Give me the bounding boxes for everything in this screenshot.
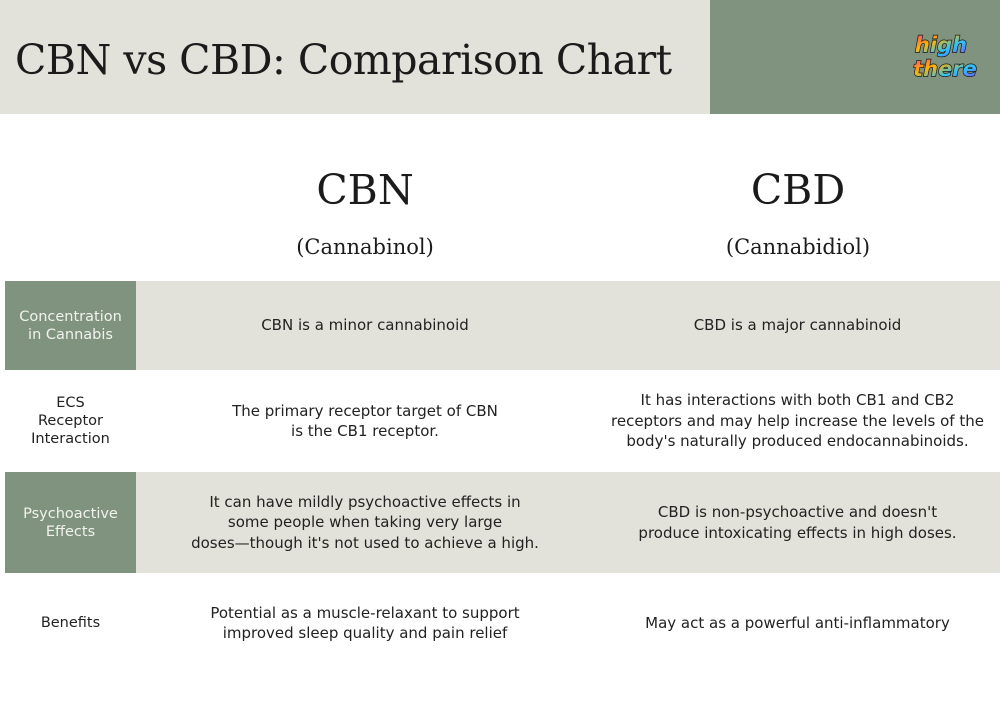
- brand-logo: high there: [912, 32, 977, 81]
- row-label: Psychoactive Effects: [5, 472, 136, 573]
- cbn-cell: It can have mildly psychoactive effects …: [191, 492, 539, 552]
- page-title: CBN vs CBD: Comparison Chart: [15, 36, 672, 84]
- header-accent-panel: [710, 0, 1000, 114]
- cbn-cell: CBN is a minor cannabinoid: [261, 316, 469, 335]
- cbn-column-subtitle: (Cannabinol): [296, 235, 434, 259]
- cbd-cell: It has interactions with both CB1 and CB…: [611, 391, 984, 451]
- row-label: ECS Receptor Interaction: [31, 395, 110, 447]
- cbd-column-subtitle: (Cannabidiol): [725, 235, 871, 259]
- cbd-cell: CBD is a major cannabinoid: [693, 316, 902, 335]
- row-label: Benefits: [40, 615, 101, 631]
- table-row-psychoactive: Psychoactive Effects It can have mildly …: [5, 472, 1000, 573]
- header-band: [0, 0, 710, 114]
- cbn-column-title: CBN: [316, 166, 414, 214]
- table-row-benefits: Benefits Potential as a muscle-relaxant …: [5, 573, 1000, 673]
- cbd-column-title: CBD: [750, 166, 846, 214]
- cbn-cell: The primary receptor target of CBN is th…: [232, 401, 498, 441]
- logo-text-bottom: there: [913, 57, 977, 81]
- cbn-cell: Potential as a muscle-relaxant to suppor…: [210, 603, 520, 643]
- table-row-ecs-receptor: ECS Receptor Interaction The primary rec…: [5, 370, 1000, 472]
- cbd-cell: CBD is non-psychoactive and doesn't prod…: [638, 503, 957, 542]
- table-row-concentration: Concentration in Cannabis CBN is a minor…: [5, 281, 1000, 370]
- row-label: Concentration in Cannabis: [5, 281, 136, 370]
- logo-text-top: high: [915, 33, 967, 57]
- cbd-cell: May act as a powerful anti-inflammatory: [645, 613, 950, 632]
